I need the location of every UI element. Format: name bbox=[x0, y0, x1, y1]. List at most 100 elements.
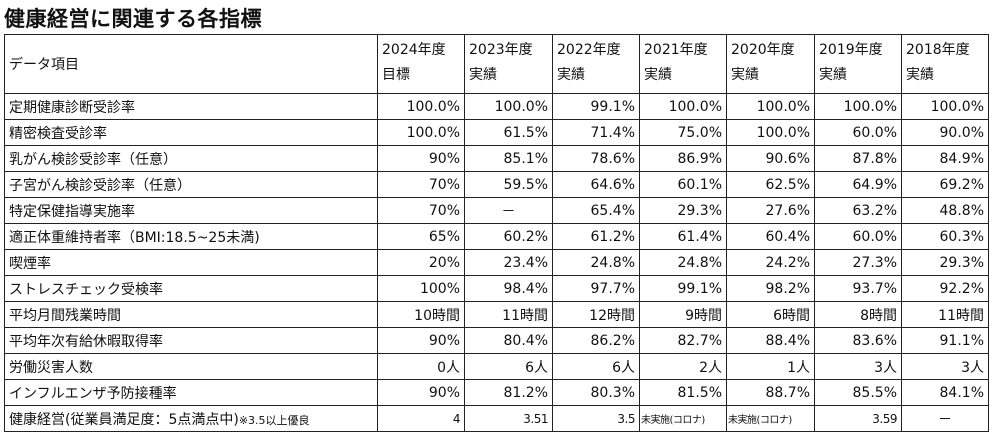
table-row: 平均年次有給休暇取得率 90% 80.4% 86.2% 82.7% 88.4% 83.6% 9… bbox=[4, 327, 989, 354]
value-cell: 0人 bbox=[377, 353, 465, 380]
value-cell: 6人 bbox=[464, 353, 553, 380]
row-label: 適正体重維持者率（BMI:18.5~25未満) bbox=[4, 223, 378, 250]
row-label: 平均年次有給休暇取得率 bbox=[4, 327, 378, 354]
value-cell: 64.9% bbox=[814, 171, 902, 198]
value-cell: 3.5 bbox=[552, 405, 640, 432]
value-cell: 75.0% bbox=[639, 119, 727, 146]
value-cell: 60.0% bbox=[814, 223, 902, 250]
value-cell: 11時間 bbox=[901, 301, 989, 328]
value-cell: 61.2% bbox=[552, 223, 640, 250]
row-label: 労働災害人数 bbox=[4, 353, 378, 380]
table-row: 定期健康診断受診率 100.0% 100.0% 99.1% 100.0% 100.0% 10… bbox=[4, 93, 989, 120]
value-cell: 100.0% bbox=[377, 93, 465, 120]
table-row: 適正体重維持者率（BMI:18.5~25未満) 65% 60.2% 61.2% 61.4… bbox=[4, 223, 989, 250]
value-cell: 100% bbox=[377, 275, 465, 302]
header-item-label: データ項目 bbox=[4, 34, 378, 94]
value-cell: 91.1% bbox=[901, 327, 989, 354]
row-label: 定期健康診断受診率 bbox=[4, 93, 378, 120]
value-cell: 11時間 bbox=[464, 301, 553, 328]
value-cell: 90.0% bbox=[901, 119, 989, 146]
row-label: 健康経営(従業員満足度：5点満点中)※3.5以上優良 bbox=[4, 405, 378, 432]
value-cell: 2人 bbox=[639, 353, 727, 380]
value-cell: 100.0% bbox=[901, 93, 989, 120]
value-cell: 99.1% bbox=[552, 93, 640, 120]
value-cell: 99.1% bbox=[639, 275, 727, 302]
value-cell: － bbox=[901, 405, 989, 432]
value-cell: 65.4% bbox=[552, 197, 640, 224]
value-cell: 48.8% bbox=[901, 197, 989, 224]
value-cell: 100.0% bbox=[814, 93, 902, 120]
value-cell: 6時間 bbox=[726, 301, 815, 328]
table-row: 労働災害人数 0人 6人 6人 2人 1人 3人 3人 bbox=[4, 353, 989, 380]
row-label: 子宮がん検診受診率（任意） bbox=[4, 171, 378, 198]
value-cell: 92.2% bbox=[901, 275, 989, 302]
value-cell: 69.2% bbox=[901, 171, 989, 198]
header-col-2020: 2020年度 実績 bbox=[726, 34, 815, 94]
value-cell: 81.2% bbox=[464, 379, 553, 406]
value-cell: 60.1% bbox=[639, 171, 727, 198]
value-cell: 81.5% bbox=[639, 379, 727, 406]
value-cell: 98.2% bbox=[726, 275, 815, 302]
row-label-text: 健康経営(従業員満足度：5点満点中) bbox=[9, 411, 239, 428]
header-col-2024: 2024年度 目標 bbox=[377, 34, 465, 94]
value-cell: 24.2% bbox=[726, 249, 815, 276]
value-cell: 98.4% bbox=[464, 275, 553, 302]
value-cell: 100.0% bbox=[726, 93, 815, 120]
value-cell: 8時間 bbox=[814, 301, 902, 328]
value-cell: 84.9% bbox=[901, 145, 989, 172]
value-cell: 100.0% bbox=[726, 119, 815, 146]
header-col-2023: 2023年度 実績 bbox=[464, 34, 553, 94]
value-cell: 86.2% bbox=[552, 327, 640, 354]
health-indicators-table: データ項目 2024年度 目標 2023年度 実績 2022年度 実績 2021年度実… bbox=[4, 34, 989, 432]
table-row-satisfaction: 健康経営(従業員満足度：5点満点中)※3.5以上優良 4 3.51 3.5 未実施(コロ… bbox=[4, 405, 989, 432]
value-cell: 29.3% bbox=[639, 197, 727, 224]
header-col-2021: 2021年度 実績 bbox=[639, 34, 727, 94]
value-cell: 6人 bbox=[552, 353, 640, 380]
value-cell: 100.0% bbox=[464, 93, 553, 120]
value-cell: 86.9% bbox=[639, 145, 727, 172]
value-cell: 85.5% bbox=[814, 379, 902, 406]
row-label: ストレスチェック受検率 bbox=[4, 275, 378, 302]
header-col-2019: 2019年度 実績 bbox=[814, 34, 902, 94]
value-cell: 62.5% bbox=[726, 171, 815, 198]
value-cell: 20% bbox=[377, 249, 465, 276]
value-cell: 82.7% bbox=[639, 327, 727, 354]
value-cell: 3人 bbox=[901, 353, 989, 380]
value-cell: 59.5% bbox=[464, 171, 553, 198]
value-cell: 90% bbox=[377, 327, 465, 354]
row-label: 乳がん検診受診率（任意） bbox=[4, 145, 378, 172]
value-cell: 60.3% bbox=[901, 223, 989, 250]
value-cell: 80.3% bbox=[552, 379, 640, 406]
value-cell: 83.6% bbox=[814, 327, 902, 354]
value-cell: 71.4% bbox=[552, 119, 640, 146]
value-cell: 未実施(コロナ) bbox=[726, 405, 815, 432]
row-label: インフルエンザ予防接種率 bbox=[4, 379, 378, 406]
value-cell: 70% bbox=[377, 171, 465, 198]
value-cell: 93.7% bbox=[814, 275, 902, 302]
value-cell: 3.59 bbox=[814, 405, 902, 432]
value-cell: 90.6% bbox=[726, 145, 815, 172]
value-cell: 10時間 bbox=[377, 301, 465, 328]
value-cell: 29.3% bbox=[901, 249, 989, 276]
value-cell: 60.2% bbox=[464, 223, 553, 250]
value-cell: 61.4% bbox=[639, 223, 727, 250]
table-row: インフルエンザ予防接種率 90% 81.2% 80.3% 81.5% 88.7% 85.5%… bbox=[4, 379, 989, 406]
value-cell: 61.5% bbox=[464, 119, 553, 146]
row-label: 平均月間残業時間 bbox=[4, 301, 378, 328]
value-cell: 70% bbox=[377, 197, 465, 224]
value-cell: 3.51 bbox=[464, 405, 553, 432]
value-cell: 78.6% bbox=[552, 145, 640, 172]
value-cell: 9時間 bbox=[639, 301, 727, 328]
table-row: ストレスチェック受検率 100% 98.4% 97.7% 99.1% 98.2% 93.7%… bbox=[4, 275, 989, 302]
value-cell: 23.4% bbox=[464, 249, 553, 276]
value-cell: 88.4% bbox=[726, 327, 815, 354]
header-col-2018: 2018年度 実績 bbox=[901, 34, 989, 94]
value-cell: 84.1% bbox=[901, 379, 989, 406]
value-cell: 1人 bbox=[726, 353, 815, 380]
value-cell: 65% bbox=[377, 223, 465, 250]
header-col-2022: 2022年度 実績 bbox=[552, 34, 640, 94]
value-cell: 60.4% bbox=[726, 223, 815, 250]
value-cell: 24.8% bbox=[639, 249, 727, 276]
value-cell: － bbox=[464, 197, 553, 224]
value-cell: 63.2% bbox=[814, 197, 902, 224]
